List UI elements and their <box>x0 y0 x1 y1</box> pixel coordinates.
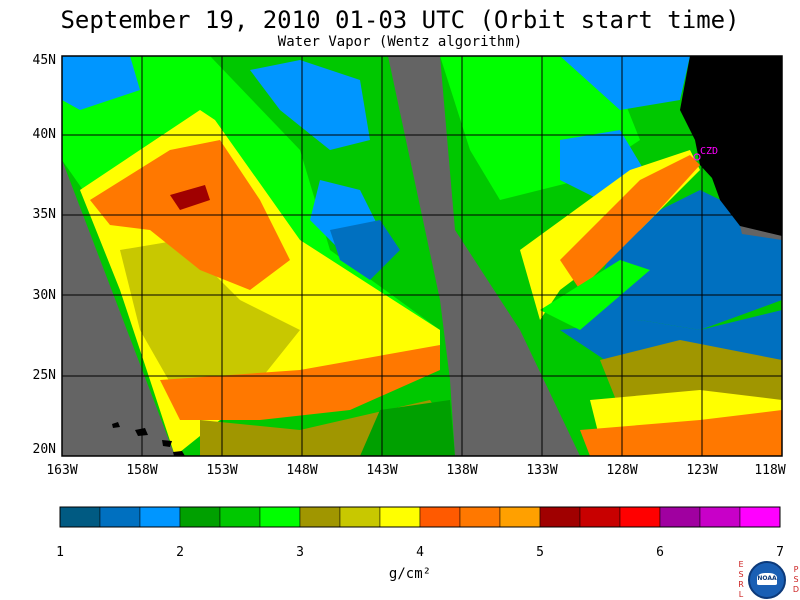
colorbar-swatch <box>419 506 461 528</box>
colorbar-swatch <box>339 506 381 528</box>
vapor-field-east-olive-lower <box>600 340 782 410</box>
colorbar-swatch <box>499 506 541 528</box>
colorbar <box>59 506 781 528</box>
lon-label-148w: 148W <box>286 463 318 478</box>
vapor-field-west-green-lower <box>360 400 455 456</box>
vapor-field-west-blue-top <box>62 56 140 110</box>
colorbar-swatch <box>259 506 301 528</box>
lat-label-40n: 40N <box>32 127 56 142</box>
chart-title: September 19, 2010 01-03 UTC (Orbit star… <box>60 6 740 34</box>
land-hawaii-4 <box>173 451 185 456</box>
colorbar-swatch <box>459 506 501 528</box>
colorbar-swatch <box>539 506 581 528</box>
colorbar-swatch <box>659 506 701 528</box>
station-label-czd: CZD <box>700 146 719 157</box>
vapor-field-west-blue-mid <box>250 60 370 150</box>
map-frame <box>61 55 783 457</box>
lon-label-123w: 123W <box>686 463 718 478</box>
colorbar-swatch <box>699 506 741 528</box>
lat-label-30n: 30N <box>32 288 56 303</box>
noaa-logo-text: NOAA <box>757 575 777 582</box>
lon-label-153w: 153W <box>206 463 238 478</box>
no-data-gap-coast <box>740 226 782 240</box>
colorbar-swatch <box>579 506 621 528</box>
colorbar-tick-2: 2 <box>176 545 184 560</box>
lon-label-143w: 143W <box>366 463 398 478</box>
colorbar-swatch <box>739 506 781 528</box>
lat-label-35n: 35N <box>32 207 56 222</box>
vapor-field-east-orange-lower <box>580 410 782 456</box>
colorbar-swatch <box>379 506 421 528</box>
lon-label-163w: 163W <box>46 463 78 478</box>
lat-label-20n: 20N <box>32 442 56 457</box>
lat-label-25n: 25N <box>32 368 56 383</box>
map-gridlines <box>62 56 782 456</box>
vapor-field-west-darkred <box>170 185 210 210</box>
no-data-gap-middle <box>388 56 580 456</box>
colorbar-frame <box>59 506 781 528</box>
colorbar-tick-5: 5 <box>536 545 544 560</box>
land-hawaii-3 <box>162 440 172 447</box>
station-marker <box>693 153 701 161</box>
land-north-america <box>680 56 782 236</box>
colorbar-tick-4: 4 <box>416 545 424 560</box>
no-data-gap-west <box>62 160 175 456</box>
colorbar-swatch <box>619 506 661 528</box>
lon-label-118w: 118W <box>754 463 786 478</box>
colorbar-swatch <box>99 506 141 528</box>
lon-label-158w: 158W <box>126 463 158 478</box>
chart-subtitle: Water Vapor (Wentz algorithm) <box>277 34 523 50</box>
lat-label-45n: 45N <box>32 53 56 68</box>
lon-label-128w: 128W <box>606 463 638 478</box>
colorbar-tick-3: 3 <box>296 545 304 560</box>
colorbar-swatch <box>59 506 101 528</box>
vapor-field-west-orange2 <box>160 345 440 420</box>
colorbar-tick-7: 7 <box>776 545 784 560</box>
colorbar-swatch <box>299 506 341 528</box>
vapor-field-east-blue-top <box>560 56 690 110</box>
lon-label-133w: 133W <box>526 463 558 478</box>
vapor-field-west-olive <box>120 240 300 400</box>
colorbar-tick-6: 6 <box>656 545 664 560</box>
colorbar-swatch <box>219 506 261 528</box>
colorbar-tick-1: 1 <box>56 545 64 560</box>
lon-label-138w: 138W <box>446 463 478 478</box>
noaa-logo: NOAA <box>748 561 786 599</box>
colorbar-swatch <box>179 506 221 528</box>
noaa-logo-bird-icon <box>757 573 777 585</box>
colorbar-swatch <box>139 506 181 528</box>
colorbar-units: g/cm² <box>388 566 432 582</box>
land-hawaii-1 <box>112 422 120 428</box>
vapor-field-east-orange <box>560 155 700 290</box>
